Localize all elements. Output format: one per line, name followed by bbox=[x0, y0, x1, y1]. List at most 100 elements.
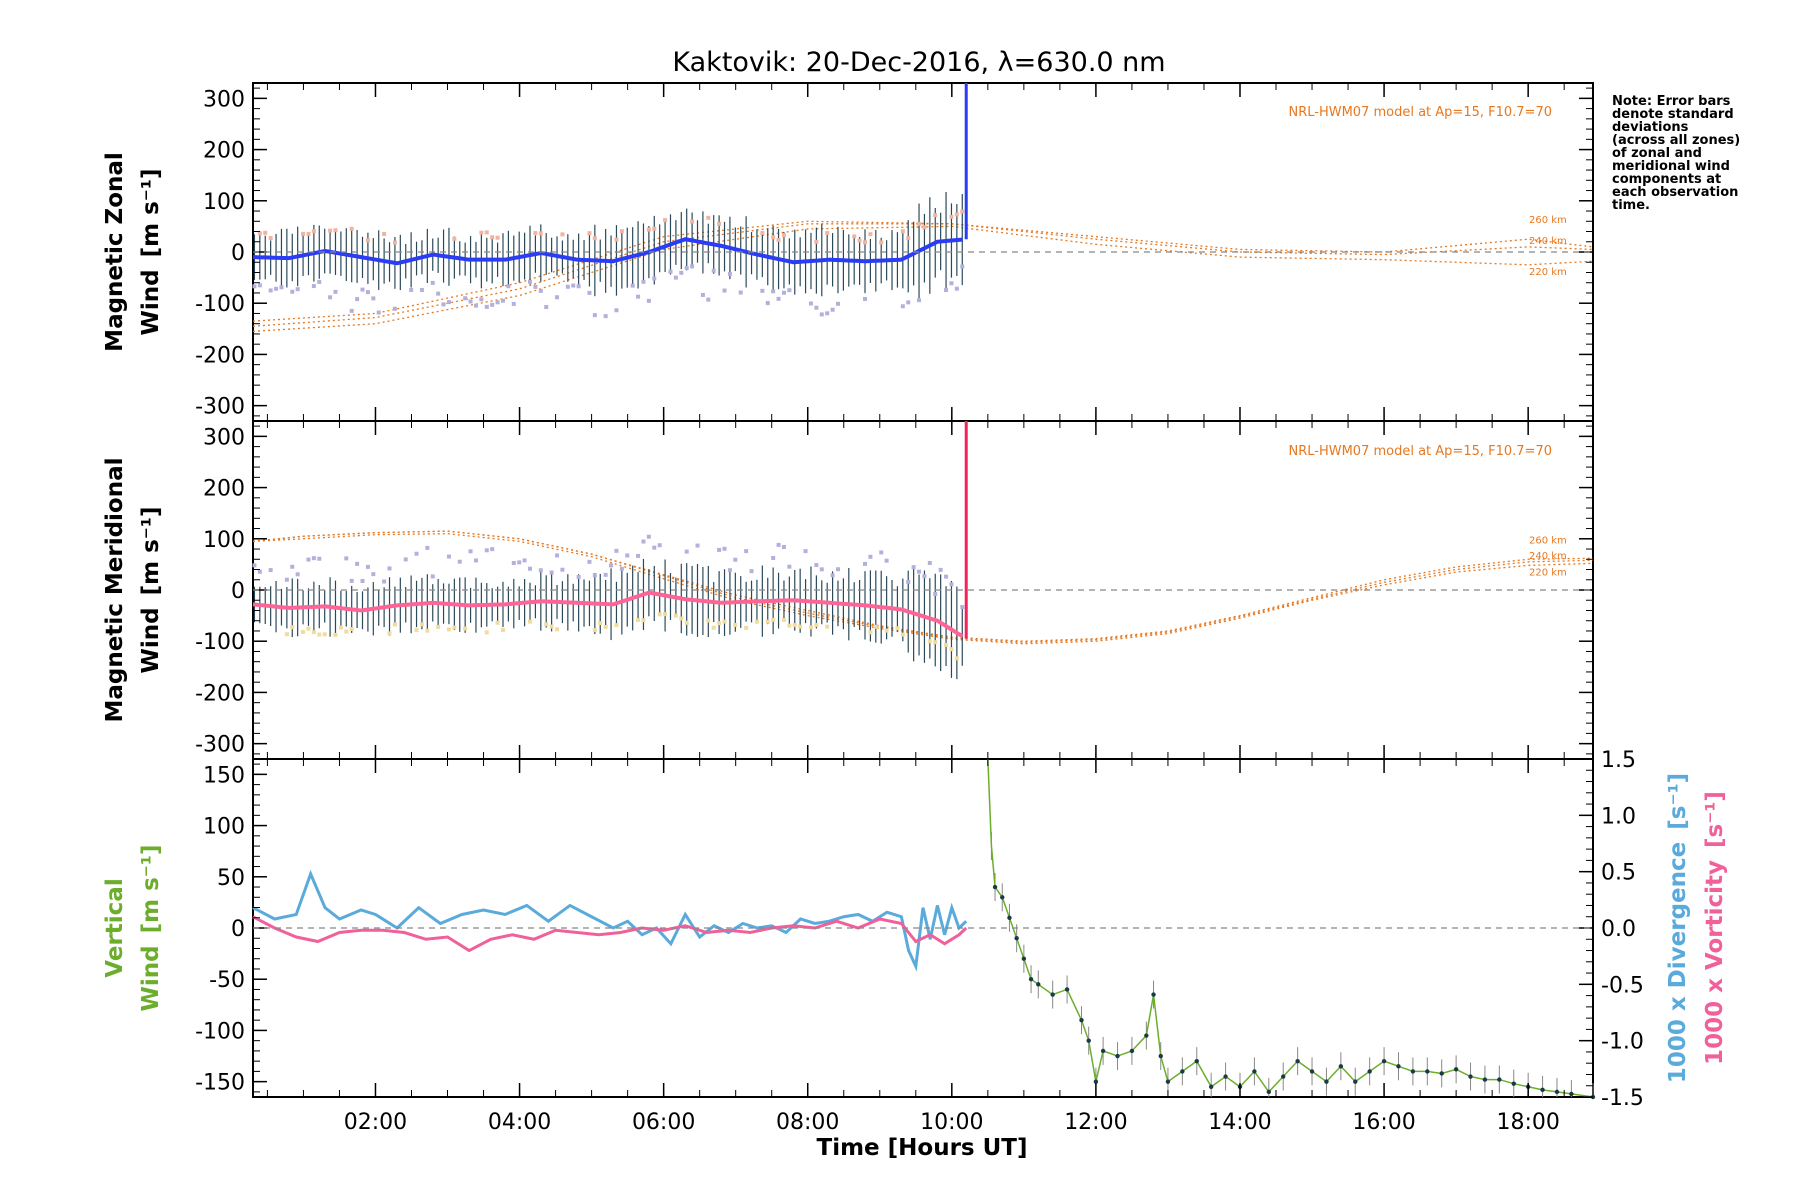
scatter-point-alt bbox=[906, 236, 911, 241]
scatter-point-alt bbox=[322, 632, 327, 637]
vertical-wind-point bbox=[1309, 1069, 1315, 1074]
scatter-point-alt bbox=[781, 617, 786, 622]
scatter-point bbox=[652, 545, 657, 550]
scatter-point-alt bbox=[549, 624, 554, 629]
scatter-point-alt bbox=[717, 621, 722, 626]
vertical-wind-point bbox=[1144, 1033, 1149, 1038]
scatter-point-alt bbox=[814, 239, 819, 244]
scatter-point-alt bbox=[452, 625, 457, 630]
scatter-point bbox=[927, 561, 932, 566]
scatter-point-alt bbox=[900, 632, 905, 637]
scatter-point-alt bbox=[333, 632, 338, 637]
vertical-wind-point bbox=[1338, 1064, 1344, 1069]
scatter-point bbox=[317, 556, 322, 561]
scatter-point-alt bbox=[825, 231, 830, 236]
scatter-point-alt bbox=[679, 616, 684, 621]
vertical-wind-point bbox=[1086, 1038, 1091, 1043]
vertical-ylabel-2: Wind [m s⁻¹] bbox=[138, 845, 164, 1012]
scatter-point-alt bbox=[495, 235, 500, 240]
note-line: components at bbox=[1612, 172, 1721, 187]
scatter-point-alt bbox=[490, 235, 495, 240]
vertical-ticks: 150 100 50 0 -50 -100 -150 1.5 1.0 0.5 0.0 -0.5 -1.0… bbox=[195, 748, 1644, 1135]
vertical-wind-point bbox=[1036, 982, 1041, 987]
divergence-ylabel-text: 1000 x Divergence bbox=[1665, 842, 1691, 1083]
scatter-point bbox=[506, 284, 511, 289]
scatter-point-alt bbox=[868, 630, 873, 635]
divergence-ylabel-units: [s⁻¹] bbox=[1665, 773, 1691, 830]
scatter-point-alt bbox=[290, 625, 295, 630]
meridional-ylabel-units: [m s⁻¹] bbox=[138, 507, 164, 596]
scatter-point bbox=[641, 279, 646, 284]
scatter-point-alt bbox=[587, 231, 592, 236]
scatter-point bbox=[446, 300, 451, 305]
meridional-y-ticks: 300 200 100 0 -100 -200 -300 bbox=[195, 421, 1593, 759]
vorticity-ylabel-text: 1000 x Vorticity bbox=[1702, 860, 1728, 1065]
scatter-point-alt bbox=[528, 619, 533, 624]
scatter-point bbox=[382, 579, 387, 584]
vertical-wind-point bbox=[1468, 1074, 1473, 1079]
vertical-wind-point bbox=[1554, 1089, 1560, 1095]
scatter-point bbox=[652, 276, 657, 281]
scatter-point bbox=[803, 549, 808, 554]
scatter-point bbox=[425, 545, 430, 550]
y-tick-label: 50 bbox=[217, 866, 245, 891]
scatter-point bbox=[700, 292, 705, 297]
scatter-point bbox=[771, 289, 776, 294]
scatter-point bbox=[436, 291, 441, 296]
scatter-point bbox=[684, 265, 689, 270]
scatter-point-alt bbox=[414, 628, 419, 633]
scatter-point bbox=[706, 297, 711, 302]
scatter-point bbox=[722, 546, 727, 551]
scatter-point-alt bbox=[690, 219, 695, 224]
scatter-point bbox=[592, 313, 597, 318]
scatter-point-alt bbox=[592, 627, 597, 632]
scatter-point bbox=[863, 296, 868, 301]
scatter-point bbox=[900, 304, 905, 309]
y-tick-label: 300 bbox=[203, 425, 245, 450]
scatter-point-alt bbox=[436, 624, 441, 629]
scatter-point bbox=[473, 558, 478, 563]
y-tick-label: 100 bbox=[203, 815, 245, 840]
vertical-wind-panel: 150 100 50 0 -50 -100 -150 1.5 1.0 0.5 0.0 -0.5 -1.0… bbox=[102, 748, 1728, 1161]
scatter-point bbox=[576, 284, 581, 289]
y-tick-label: -200 bbox=[195, 681, 245, 706]
scatter-point bbox=[571, 283, 576, 288]
scatter-point-alt bbox=[917, 221, 922, 226]
scatter-point-alt bbox=[317, 632, 322, 637]
scatter-point-alt bbox=[257, 231, 262, 236]
scatter-point bbox=[441, 302, 446, 307]
scatter-point bbox=[360, 578, 365, 583]
scatter-point-alt bbox=[717, 221, 722, 226]
scatter-point bbox=[290, 564, 295, 569]
vertical-wind-point bbox=[1367, 1069, 1372, 1074]
scatter-point bbox=[603, 314, 608, 319]
scatter-point bbox=[727, 568, 732, 573]
scatter-point bbox=[619, 566, 624, 571]
scatter-point bbox=[414, 551, 419, 556]
scatter-point bbox=[944, 287, 949, 292]
scatter-point-alt bbox=[344, 629, 349, 634]
scatter-point bbox=[306, 557, 311, 562]
note-line: denote standard bbox=[1612, 107, 1734, 122]
x-tick-label: 08:00 bbox=[776, 1110, 839, 1135]
scatter-point-alt bbox=[895, 626, 900, 631]
scatter-point-alt bbox=[868, 232, 873, 237]
y-tick-label: 100 bbox=[203, 528, 245, 553]
vertical-wind-point bbox=[1194, 1058, 1199, 1064]
vertical-wind-point bbox=[1281, 1074, 1286, 1079]
y-tick-label: -300 bbox=[195, 733, 245, 758]
scatter-point bbox=[776, 296, 781, 301]
scatter-point-alt bbox=[722, 619, 727, 624]
scatter-point bbox=[641, 539, 646, 544]
scatter-point bbox=[614, 308, 619, 313]
scatter-point-alt bbox=[392, 622, 397, 627]
scatter-point-alt bbox=[900, 229, 905, 234]
scatter-point bbox=[528, 279, 533, 284]
scatter-point bbox=[922, 574, 927, 579]
scatter-point bbox=[446, 554, 451, 559]
scatter-point-alt bbox=[857, 238, 862, 243]
note-line: meridional wind bbox=[1612, 159, 1730, 174]
scatter-point-alt bbox=[636, 617, 641, 622]
scatter-point-alt bbox=[776, 238, 781, 243]
